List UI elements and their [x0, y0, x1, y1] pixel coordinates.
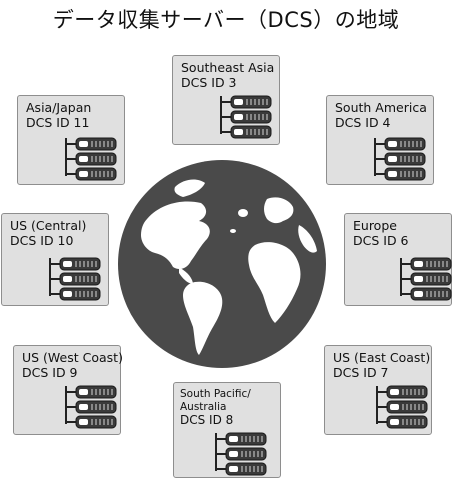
server-unit-icon [384, 137, 426, 151]
server-unit-icon [410, 272, 452, 286]
globe-icon [118, 160, 326, 368]
server-unit-icon [225, 447, 267, 461]
server-stack-icon [376, 385, 428, 429]
region-us-west-coast: US (West Coast) DCS ID 9 [13, 345, 123, 435]
region-name: Europe [353, 218, 397, 233]
region-name-line2: Australia [180, 401, 227, 413]
server-stack-icon [49, 257, 101, 301]
region-label: US (Central) DCS ID 10 [10, 218, 86, 248]
region-name: Southeast Asia [181, 60, 275, 75]
server-unit-icon [230, 110, 272, 124]
region-label: Southeast Asia DCS ID 3 [181, 60, 274, 90]
region-south-pacific-australia: South Pacific/ Australia DCS ID 8 [173, 382, 281, 478]
server-unit-icon [386, 400, 428, 414]
region-us-east-coast: US (East Coast) DCS ID 7 [324, 345, 432, 435]
server-unit-icon [230, 95, 272, 109]
server-stack-icon [65, 137, 117, 181]
server-unit-icon [59, 272, 101, 286]
server-stack-icon [374, 137, 426, 181]
dcs-id: DCS ID 3 [181, 75, 237, 90]
region-label: US (West Coast) DCS ID 9 [22, 350, 123, 380]
region-southeast-asia: Southeast Asia DCS ID 3 [172, 55, 280, 145]
region-name: Asia/Japan [26, 100, 92, 115]
server-unit-icon [75, 137, 117, 151]
region-label: Europe DCS ID 6 [353, 218, 409, 248]
server-unit-icon [386, 415, 428, 429]
server-stack [374, 137, 426, 181]
server-stack [49, 257, 101, 301]
server-stack [215, 432, 267, 476]
server-unit-icon [384, 152, 426, 166]
region-south-america: South America DCS ID 4 [326, 95, 434, 185]
server-unit-icon [59, 257, 101, 271]
dcs-id: DCS ID 8 [180, 413, 234, 427]
server-stack [400, 257, 452, 301]
server-unit-icon [75, 167, 117, 181]
server-stack-icon [220, 95, 272, 139]
server-stack [220, 95, 272, 139]
region-label: South Pacific/ Australia DCS ID 8 [180, 388, 251, 427]
server-unit-icon [386, 385, 428, 399]
dcs-id: DCS ID 4 [335, 115, 391, 130]
server-stack-icon [65, 385, 117, 429]
region-europe: Europe DCS ID 6 [344, 213, 452, 306]
dcs-id: DCS ID 11 [26, 115, 90, 130]
server-stack [376, 385, 428, 429]
diagram-title: データ収集サーバー（DCS）の地域 [52, 8, 400, 32]
dcs-id: DCS ID 10 [10, 233, 74, 248]
region-name: US (East Coast) [333, 350, 431, 365]
server-unit-icon [59, 287, 101, 301]
dcs-id: DCS ID 6 [353, 233, 409, 248]
server-unit-icon [225, 462, 267, 476]
region-name-line1: South Pacific/ [180, 388, 251, 400]
region-name: South America [335, 100, 427, 115]
region-label: Asia/Japan DCS ID 11 [26, 100, 91, 130]
server-unit-icon [410, 257, 452, 271]
dcs-id: DCS ID 7 [333, 365, 389, 380]
server-unit-icon [75, 385, 117, 399]
region-label: South America DCS ID 4 [335, 100, 427, 130]
server-stack [65, 137, 117, 181]
server-unit-icon [75, 415, 117, 429]
server-stack-icon [400, 257, 452, 301]
region-us-central: US (Central) DCS ID 10 [1, 213, 109, 306]
server-unit-icon [410, 287, 452, 301]
region-asia-japan: Asia/Japan DCS ID 11 [17, 95, 125, 185]
region-name: US (Central) [10, 218, 87, 233]
region-name: US (West Coast) [22, 350, 123, 365]
server-unit-icon [384, 167, 426, 181]
server-unit-icon [75, 400, 117, 414]
server-unit-icon [75, 152, 117, 166]
server-unit-icon [225, 432, 267, 446]
region-label: US (East Coast) DCS ID 7 [333, 350, 430, 380]
server-stack [65, 385, 117, 429]
server-stack-icon [215, 432, 267, 476]
dcs-id: DCS ID 9 [22, 365, 78, 380]
server-unit-icon [230, 125, 272, 139]
